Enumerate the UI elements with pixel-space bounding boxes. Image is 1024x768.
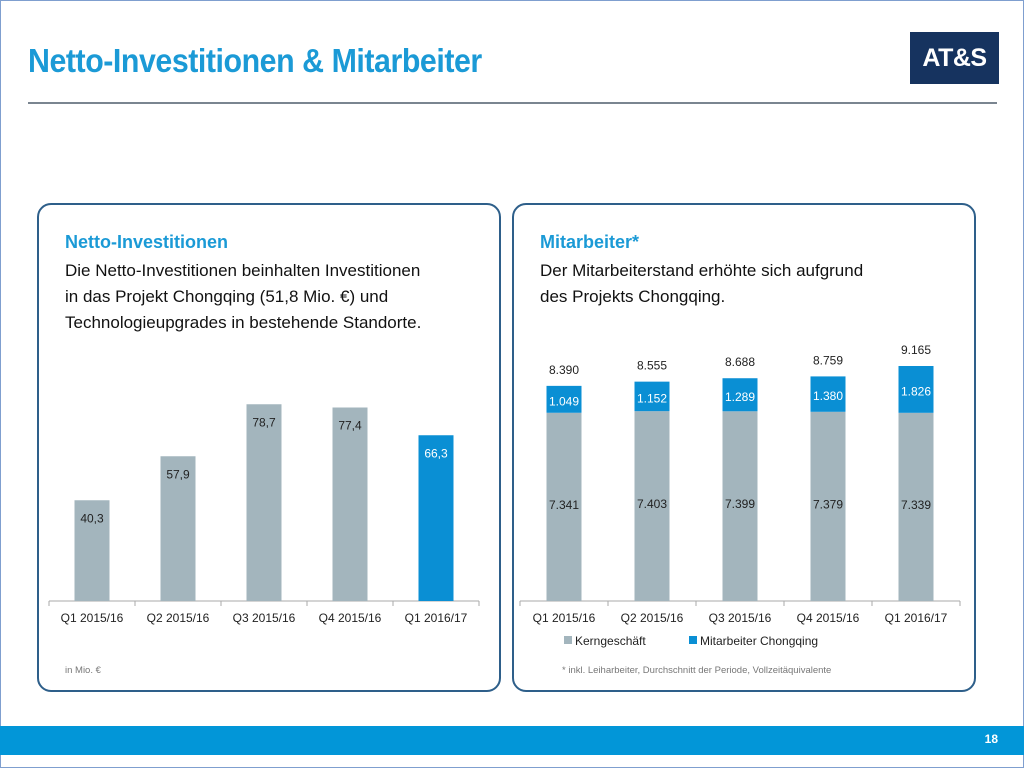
bar-segment-chongqing	[546, 385, 582, 413]
investments-chart: 40,3 Q1 2015/16 57,9 Q2 2015/16 78,7 Q3 2015/…	[48, 404, 480, 625]
bar-segment-kerngeschaeft	[810, 411, 846, 601]
segment-value-label: 1.049	[549, 394, 579, 408]
segment-value-label: 7.379	[813, 497, 843, 511]
bar-segment-kerngeschaeft	[546, 412, 582, 601]
bar	[160, 456, 196, 601]
text-line: in das Projekt Chongqing (51,8 Mio. €) u…	[65, 287, 389, 306]
segment-value-label: 7.399	[725, 497, 755, 511]
bar-segment-kerngeschaeft	[722, 411, 758, 601]
employees-panel: Mitarbeiter* Der Mitarbeiterstand erhöht…	[512, 203, 976, 692]
investments-heading: Netto-Investitionen	[65, 232, 229, 252]
page-number: 18	[984, 732, 998, 746]
bar-value-label: 78,7	[252, 415, 276, 429]
segment-value-label: 1.826	[901, 384, 931, 398]
x-tick-label: Q1 2015/16	[61, 611, 124, 625]
ats-logo: AT&S	[910, 32, 999, 84]
investments-description: Die Netto-Investitionen beinhalten Inves…	[65, 258, 495, 336]
segment-value-label: 1.380	[813, 389, 843, 403]
bar-segment-chongqing	[898, 366, 934, 413]
footer-bar: 18	[0, 726, 1024, 755]
title-divider	[28, 102, 997, 104]
bar-segment-chongqing	[634, 381, 670, 412]
x-tick-label: Q2 2015/16	[621, 611, 684, 625]
x-tick-label: Q3 2015/16	[709, 611, 772, 625]
bar-segment-kerngeschaeft	[898, 412, 934, 601]
slide-title: Netto-Investitionen & Mitarbeiter	[28, 42, 482, 79]
bar	[74, 500, 110, 601]
segment-value-label: 7.339	[901, 498, 931, 512]
text-line: Technologieupgrades in bestehende Stando…	[65, 313, 422, 332]
unit-note: in Mio. €	[65, 665, 101, 676]
bar-segment-kerngeschaeft	[634, 411, 670, 601]
x-tick-label: Q1 2015/16	[533, 611, 596, 625]
employees-chart: 7.341 1.049 8.390 Q1 2015/16 7.403 1.152 8.555…	[519, 343, 961, 648]
total-value-label: 8.688	[725, 355, 755, 369]
x-tick-label: Q3 2015/16	[233, 611, 296, 625]
segment-value-label: 7.341	[549, 498, 579, 512]
legend-label: Mitarbeiter Chongqing	[700, 634, 818, 648]
legend-swatch-kerngeschaeft	[564, 636, 572, 644]
text-line: Der Mitarbeiterstand erhöhte sich aufgru…	[540, 261, 864, 280]
total-value-label: 8.390	[549, 363, 579, 377]
investments-panel: Netto-Investitionen Die Netto-Investitio…	[37, 203, 501, 692]
bar	[332, 407, 368, 601]
x-tick-label: Q1 2016/17	[885, 611, 948, 625]
text-line: des Projekts Chongqing.	[540, 287, 726, 306]
segment-value-label: 1.152	[637, 391, 667, 405]
segment-value-label: 7.403	[637, 497, 667, 511]
footnote: * inkl. Leiharbeiter, Durchschnitt der P…	[562, 665, 832, 676]
legend-swatch-chongqing	[689, 636, 697, 644]
total-value-label: 9.165	[901, 343, 931, 357]
x-tick-label: Q4 2015/16	[797, 611, 860, 625]
segment-value-label: 1.289	[725, 390, 755, 404]
x-tick-label: Q1 2016/17	[405, 611, 468, 625]
bar	[246, 404, 282, 601]
bar-value-label: 77,4	[338, 419, 362, 433]
bar-value-label: 40,3	[80, 511, 104, 525]
bar-segment-chongqing	[722, 378, 758, 412]
x-tick-label: Q4 2015/16	[319, 611, 382, 625]
total-value-label: 8.555	[637, 359, 667, 373]
bar-value-label: 66,3	[424, 446, 448, 460]
x-tick-label: Q2 2015/16	[147, 611, 210, 625]
employees-heading: Mitarbeiter*	[540, 232, 640, 252]
bar-segment-chongqing	[810, 376, 846, 412]
text-line: Die Netto-Investitionen beinhalten Inves…	[65, 261, 421, 280]
bar	[418, 435, 454, 601]
legend-label: Kerngeschäft	[575, 634, 646, 648]
employees-description: Der Mitarbeiterstand erhöhte sich aufgru…	[540, 258, 970, 310]
bar-value-label: 57,9	[166, 467, 190, 481]
total-value-label: 8.759	[813, 353, 843, 367]
